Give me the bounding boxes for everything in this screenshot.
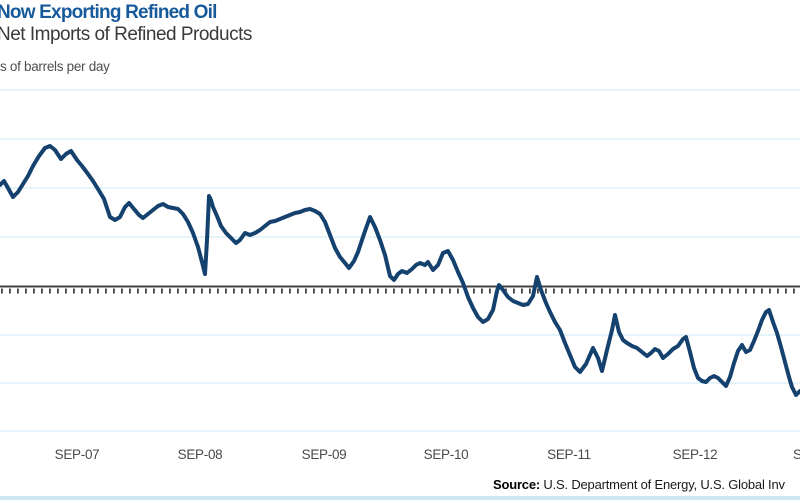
x-axis-tick-label-partial: S bbox=[793, 447, 800, 462]
x-axis-tick-label: SEP-11 bbox=[547, 447, 591, 462]
x-axis-tick-label: SEP-12 bbox=[672, 447, 718, 462]
net-imports-line bbox=[0, 144, 800, 397]
x-axis-tick-label: SEP-08 bbox=[177, 447, 223, 462]
source-text: U.S. Department of Energy, U.S. Global I… bbox=[540, 477, 785, 492]
x-axis: SEP-07 SEP-08 SEP-09 SEP-10 SEP-11 SEP-12 S bbox=[0, 447, 800, 463]
bottom-accent-band bbox=[0, 496, 800, 500]
chart-title: Now Exporting Refined Oil bbox=[0, 2, 217, 23]
chart-subtitle: Net Imports of Refined Products bbox=[0, 24, 252, 45]
source-label: Source: bbox=[493, 477, 541, 492]
source-line: Source: U.S. Department of Energy, U.S. … bbox=[493, 477, 785, 492]
y-axis-unit-label: s of barrels per day bbox=[0, 59, 110, 74]
x-axis-tick-label: SEP-07 bbox=[54, 447, 100, 462]
x-axis-tick-label: SEP-10 bbox=[423, 447, 469, 462]
x-axis-tick-label: SEP-09 bbox=[301, 447, 347, 462]
